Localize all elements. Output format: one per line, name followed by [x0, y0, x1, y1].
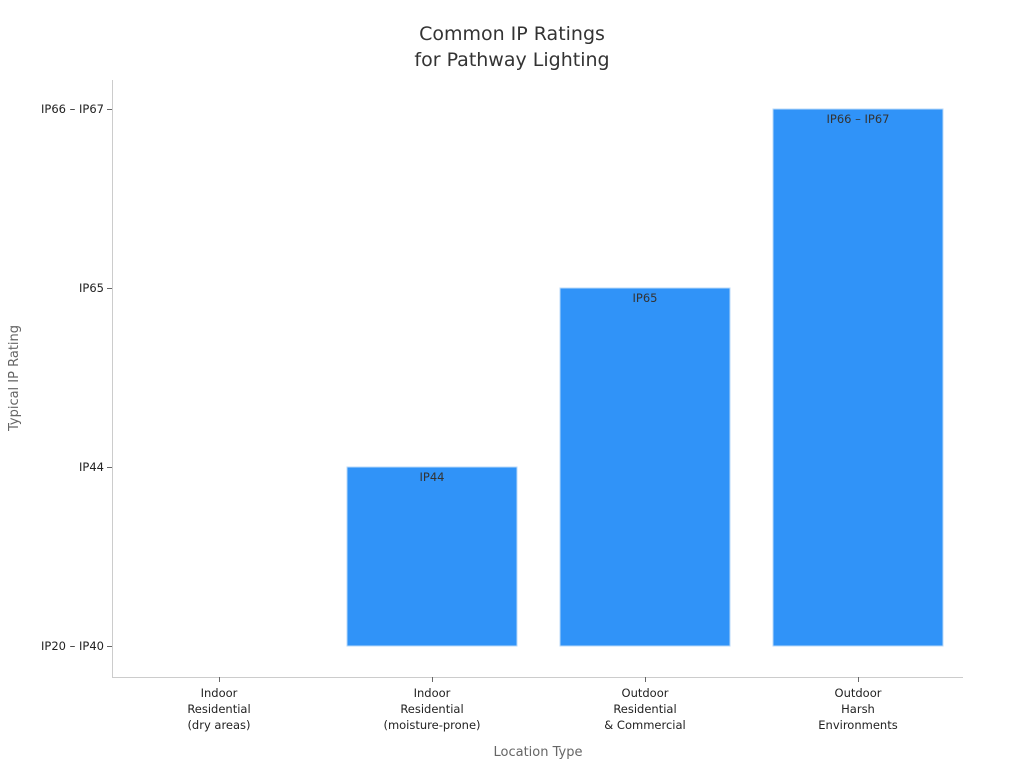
data-label: IP65: [633, 291, 658, 305]
bar: [559, 287, 731, 647]
x-tick-label: Outdoor: [835, 686, 882, 700]
x-tick-label: Indoor: [414, 686, 451, 700]
x-tick-label: (dry areas): [187, 718, 250, 732]
y-tick-label: IP65: [79, 281, 104, 295]
x-tick-label: & Commercial: [604, 718, 685, 732]
x-tick-label: Residential: [400, 702, 463, 716]
chart-title-line-2: for Pathway Lighting: [414, 49, 609, 71]
x-tick-label: Environments: [818, 718, 897, 732]
x-tick-label: Indoor: [201, 686, 238, 700]
bar: [346, 466, 518, 647]
y-axis-label: Typical IP Rating: [7, 325, 22, 432]
bar: [772, 108, 944, 647]
chart-title-line-1: Common IP Ratings: [419, 23, 605, 45]
x-axis-label: Location Type: [494, 745, 583, 760]
y-tick-label: IP20 – IP40: [41, 639, 104, 653]
data-label: IP66 – IP67: [827, 112, 890, 126]
x-tick-label: Harsh: [841, 702, 875, 716]
x-tick-label: Residential: [187, 702, 250, 716]
data-label: IP44: [420, 470, 445, 484]
x-tick-label: Outdoor: [622, 686, 669, 700]
y-tick-label: IP66 – IP67: [41, 102, 104, 116]
y-tick-label: IP44: [79, 460, 104, 474]
x-tick-label: Residential: [613, 702, 676, 716]
x-tick-label: (moisture-prone): [383, 718, 480, 732]
